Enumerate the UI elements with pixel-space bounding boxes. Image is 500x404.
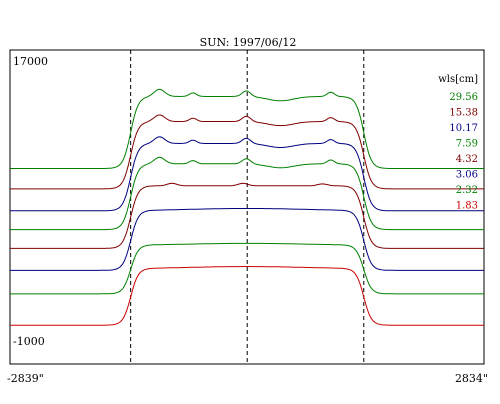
legend: 29.56 15.38 10.17 7.59 4.32 3.06 2.32 1.83: [449, 92, 478, 212]
legend-item-7-59: 7.59: [456, 139, 478, 150]
series-line-10-17: [10, 136, 484, 212]
legend-item-10-17: 10.17: [449, 123, 478, 134]
vertical-markers: [130, 50, 365, 364]
series-line-2-32: [10, 242, 484, 295]
series-line-15-38: [10, 114, 484, 190]
legend-item-4-32: 4.32: [456, 154, 478, 165]
y-tick-label-top: 17000: [13, 55, 48, 68]
x-tick-label-right: 2834": [455, 372, 488, 385]
legend-item-29-56: 29.56: [449, 92, 478, 103]
chart-title: SUN: 1997/06/12: [200, 36, 297, 49]
series-line-7-59: [10, 156, 484, 231]
legend-item-1-83: 1.83: [456, 201, 478, 212]
series-line-4-32: [10, 182, 484, 249]
legend-item-3-06: 3.06: [456, 170, 478, 181]
series-line-29-56: [10, 88, 484, 169]
series-line-3-06: [10, 208, 484, 271]
x-tick-label-left: -2839": [7, 372, 44, 385]
legend-item-15-38: 15.38: [449, 108, 478, 119]
legend-item-2-32: 2.32: [456, 185, 478, 196]
y-tick-label-bottom: -1000: [13, 335, 45, 348]
legend-title: wls[cm]: [438, 74, 478, 85]
series-lines: [10, 88, 484, 326]
series-line-1-83: [10, 266, 484, 326]
